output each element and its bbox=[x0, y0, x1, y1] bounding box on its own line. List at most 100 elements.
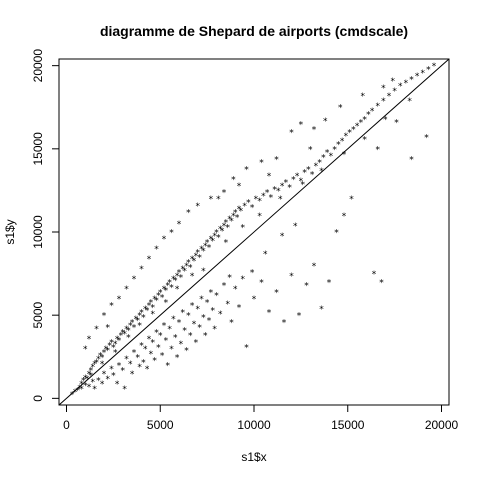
data-point: * bbox=[182, 327, 187, 337]
data-point: * bbox=[209, 288, 214, 298]
data-point: * bbox=[106, 347, 111, 357]
data-point: * bbox=[272, 185, 277, 195]
data-point: * bbox=[209, 235, 214, 245]
data-point: * bbox=[130, 318, 135, 328]
data-point: * bbox=[162, 322, 167, 332]
y-axis: 0 5000 10000 15000 20000 bbox=[31, 49, 59, 402]
x-tick-label: 20000 bbox=[425, 418, 459, 432]
data-point: * bbox=[306, 165, 311, 175]
data-point: * bbox=[415, 72, 420, 82]
data-point: * bbox=[361, 92, 366, 102]
data-point: * bbox=[407, 97, 412, 107]
data-point: * bbox=[323, 117, 328, 127]
data-point: * bbox=[336, 140, 341, 150]
data-point: * bbox=[291, 175, 296, 185]
data-point: * bbox=[94, 358, 99, 368]
data-point: * bbox=[325, 149, 330, 159]
data-point: * bbox=[164, 337, 169, 347]
data-point: * bbox=[154, 297, 159, 307]
data-point: * bbox=[226, 224, 231, 234]
data-point: * bbox=[100, 380, 105, 390]
data-point: * bbox=[122, 385, 127, 395]
data-point: * bbox=[246, 199, 251, 209]
data-point: * bbox=[151, 303, 156, 313]
x-tick-label: 15000 bbox=[331, 418, 365, 432]
data-point: * bbox=[98, 352, 103, 362]
data-point: * bbox=[171, 275, 176, 285]
data-point: * bbox=[147, 255, 152, 265]
data-point: * bbox=[113, 340, 118, 350]
data-point: * bbox=[121, 367, 126, 377]
data-point: * bbox=[203, 242, 208, 252]
data-point: * bbox=[96, 355, 101, 365]
data-point: * bbox=[366, 110, 371, 120]
data-point: * bbox=[91, 363, 96, 373]
data-point: * bbox=[158, 288, 163, 298]
data-point: * bbox=[164, 298, 169, 308]
y-tick-label: 20000 bbox=[31, 49, 45, 83]
data-point: * bbox=[263, 250, 268, 260]
data-point: * bbox=[229, 318, 234, 328]
data-point: * bbox=[91, 378, 96, 388]
data-point: * bbox=[196, 202, 201, 212]
data-point: * bbox=[297, 312, 302, 322]
data-point: * bbox=[115, 380, 120, 390]
data-point: * bbox=[340, 137, 345, 147]
data-point: * bbox=[184, 347, 189, 357]
data-point: * bbox=[224, 238, 229, 248]
data-point: * bbox=[173, 277, 178, 287]
data-point: * bbox=[175, 272, 180, 282]
x-tick-label: 10000 bbox=[237, 418, 271, 432]
data-point: * bbox=[106, 375, 111, 385]
data-point: * bbox=[197, 323, 202, 333]
data-point: * bbox=[149, 350, 154, 360]
data-point: * bbox=[342, 212, 347, 222]
data-point: * bbox=[359, 119, 364, 129]
data-point: * bbox=[96, 377, 101, 387]
data-point: * bbox=[432, 62, 437, 72]
data-point: * bbox=[102, 312, 107, 322]
data-point: * bbox=[222, 282, 227, 292]
data-point: * bbox=[205, 238, 210, 248]
data-point: * bbox=[250, 268, 255, 278]
data-point: * bbox=[143, 345, 148, 355]
data-point: * bbox=[76, 387, 81, 397]
data-point: * bbox=[338, 104, 343, 114]
data-point: * bbox=[372, 270, 377, 280]
data-point: * bbox=[222, 189, 227, 199]
data-point: * bbox=[196, 248, 201, 258]
data-point: * bbox=[216, 195, 221, 205]
data-point: * bbox=[156, 292, 161, 302]
data-point: * bbox=[102, 370, 107, 380]
data-point: * bbox=[89, 367, 94, 377]
data-point: * bbox=[147, 302, 152, 312]
data-point: * bbox=[319, 167, 324, 177]
data-point: * bbox=[136, 353, 141, 363]
data-point: * bbox=[184, 262, 189, 272]
data-point: * bbox=[284, 179, 289, 189]
data-point: * bbox=[231, 212, 236, 222]
data-point: * bbox=[89, 372, 94, 382]
data-point: * bbox=[169, 345, 174, 355]
data-point: * bbox=[347, 129, 352, 139]
data-point: * bbox=[278, 195, 283, 205]
x-tick-label: 5000 bbox=[147, 418, 174, 432]
data-point: * bbox=[224, 219, 229, 229]
data-point: * bbox=[207, 317, 212, 327]
data-point: * bbox=[241, 275, 246, 285]
data-point: * bbox=[289, 129, 294, 139]
data-point: * bbox=[302, 169, 307, 179]
data-point: * bbox=[199, 245, 204, 255]
data-point: * bbox=[137, 312, 142, 322]
data-point: * bbox=[147, 335, 152, 345]
data-point: * bbox=[166, 282, 171, 292]
data-point: * bbox=[250, 204, 255, 214]
data-point: * bbox=[329, 152, 334, 162]
data-point: * bbox=[139, 342, 144, 352]
identity-reference-line bbox=[58, 58, 450, 406]
data-point: * bbox=[117, 362, 122, 372]
data-point: * bbox=[87, 370, 92, 380]
data-point: * bbox=[141, 313, 146, 323]
data-point: * bbox=[179, 340, 184, 350]
